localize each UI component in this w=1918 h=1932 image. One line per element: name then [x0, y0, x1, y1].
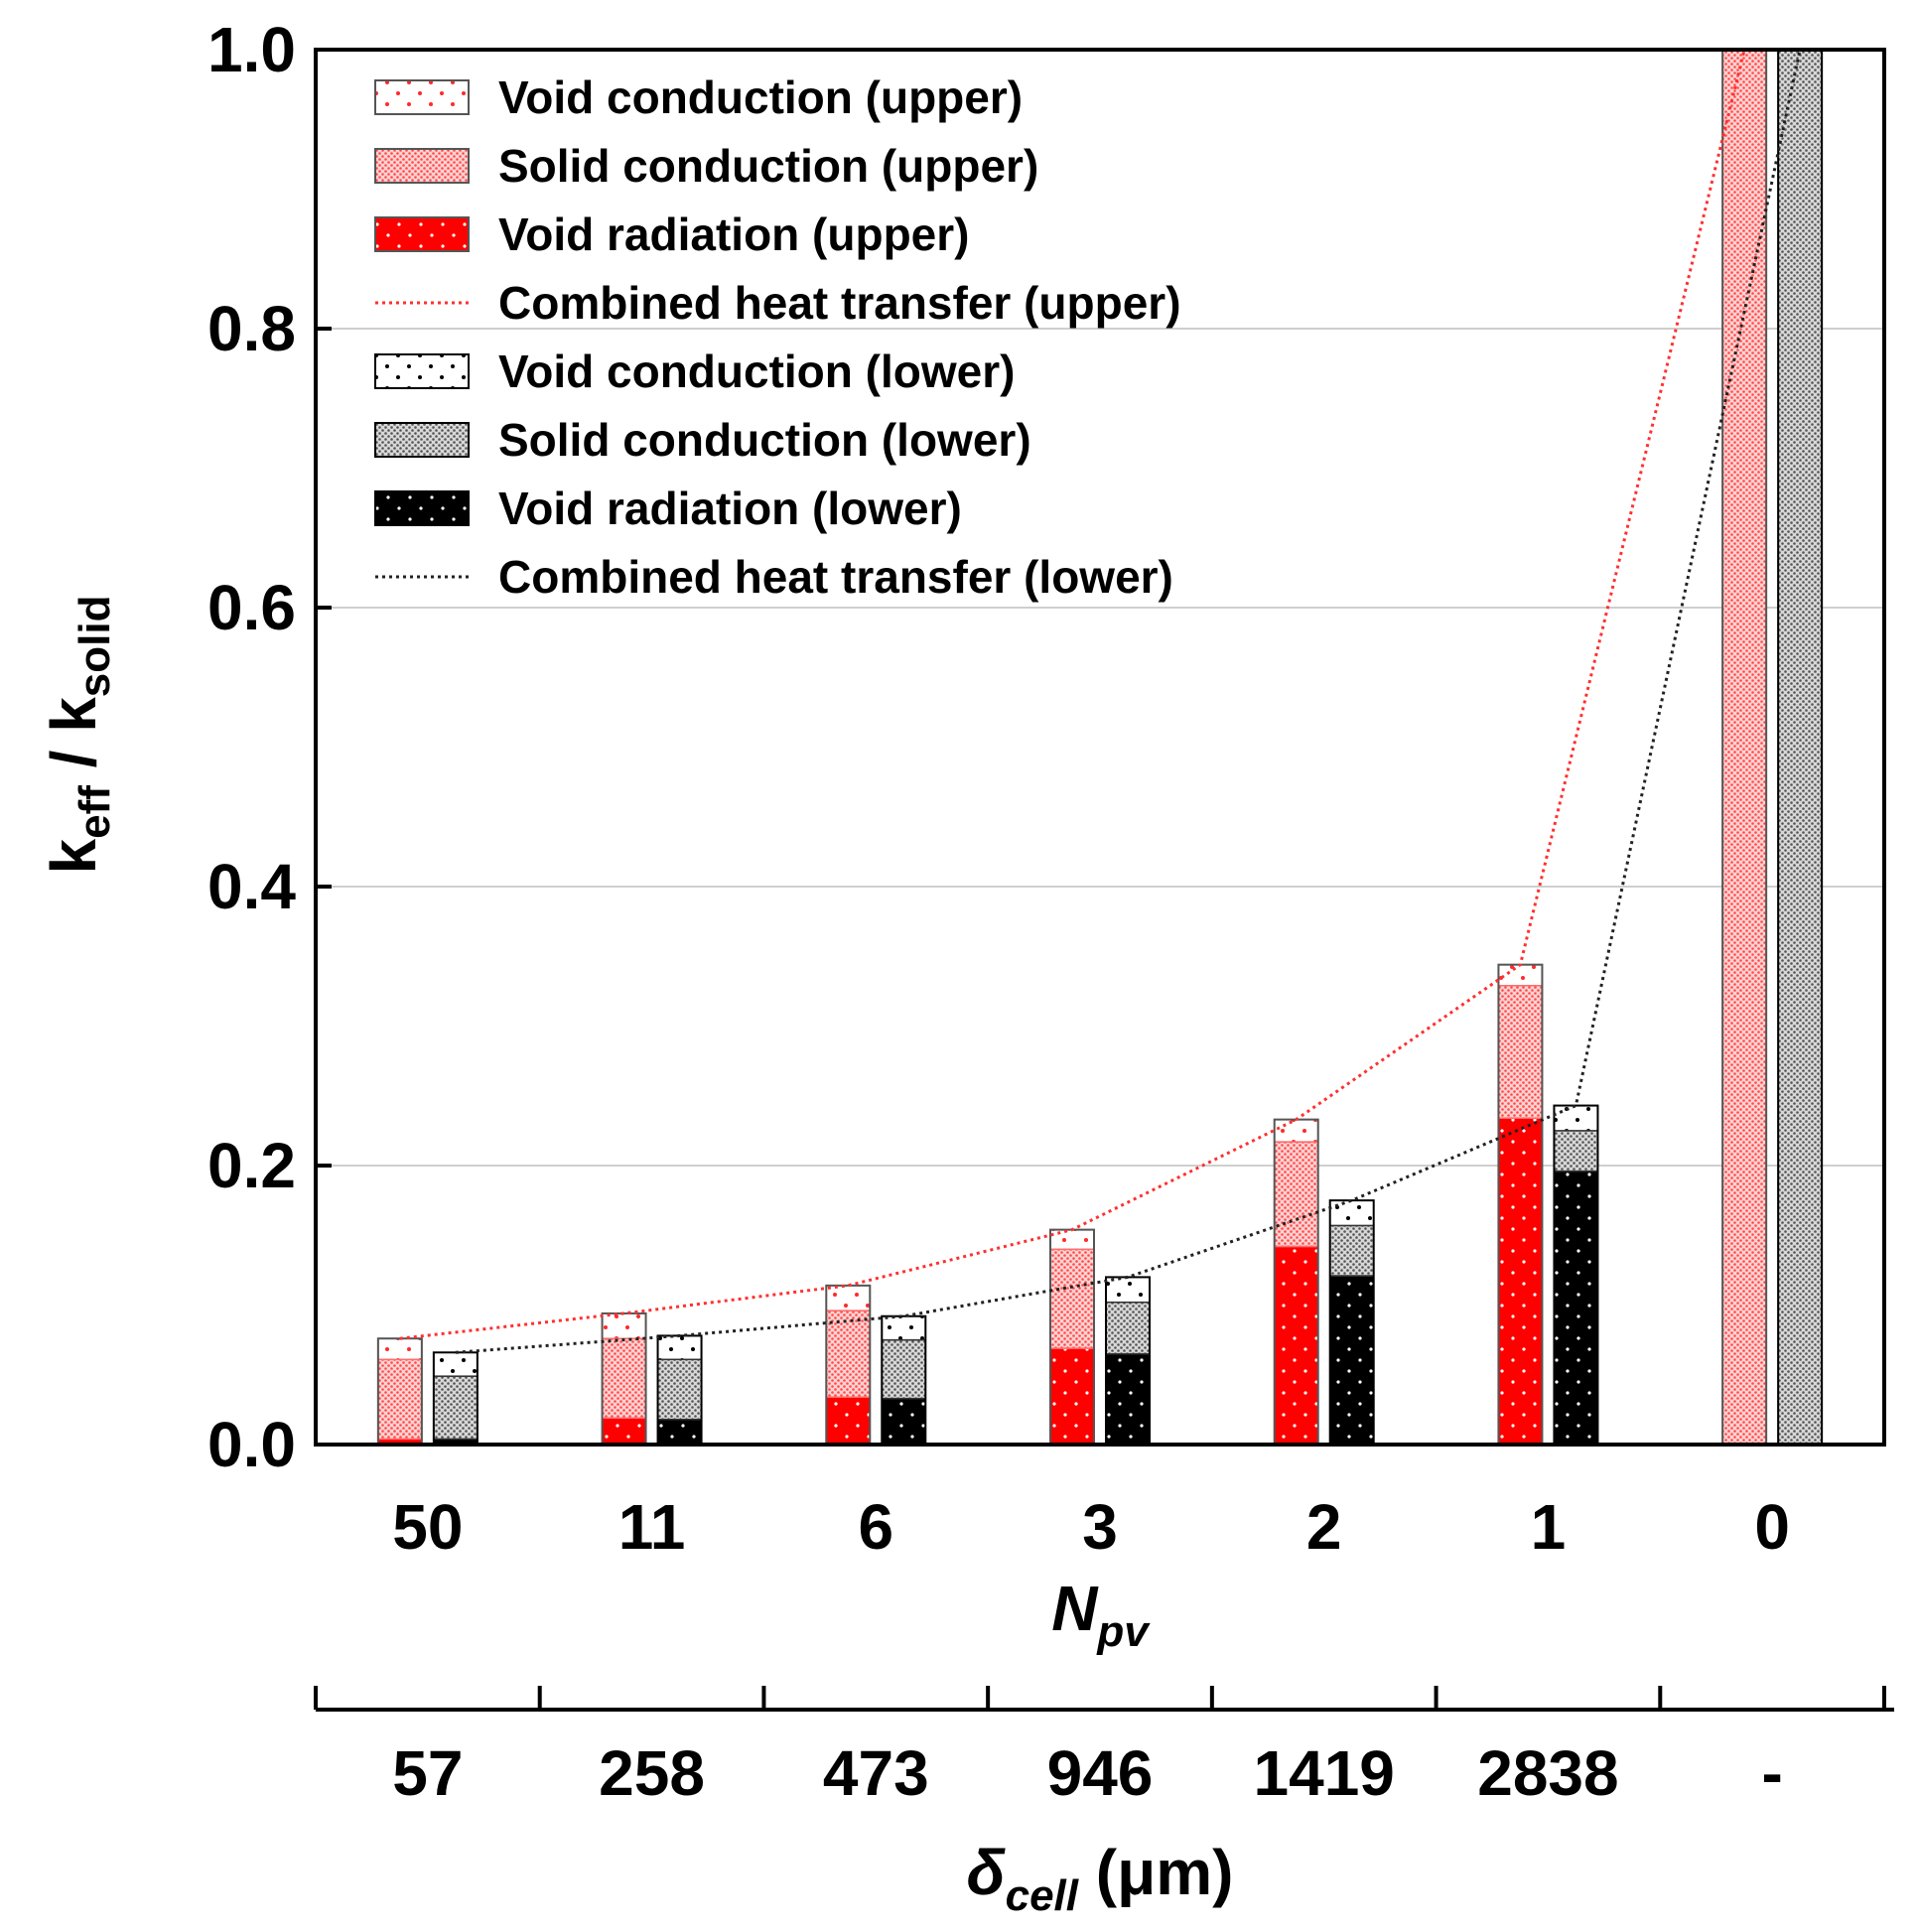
x-axis-title-sub: pv	[1096, 1607, 1151, 1656]
x-tick-label: 0	[1754, 1491, 1790, 1563]
bar-segment	[601, 1337, 647, 1420]
bar-segment	[656, 1358, 703, 1421]
bar-segment	[1049, 1248, 1095, 1349]
bar-segment	[1553, 1130, 1599, 1173]
combined-line-lower	[455, 49, 1802, 1354]
secondary-tick-label: 1419	[1254, 1737, 1395, 1809]
bar-segment	[1497, 1117, 1544, 1446]
y-axis: 0.0 0.2 0.4 0.6 0.8 1.0	[207, 14, 332, 1480]
y-tick-label: 0.6	[207, 572, 296, 643]
y-axis-title-sub1: eff	[70, 785, 119, 839]
x-axis: 50 11 6 3 2 1 0	[392, 1491, 1790, 1563]
legend-label: Void conduction (lower)	[498, 345, 1015, 397]
bar-segment	[881, 1397, 927, 1446]
secondary-x-axis: 57 258 473 946 1419 2838 -	[314, 1686, 1894, 1809]
secondary-tick-label: 2838	[1477, 1737, 1618, 1809]
bar-segment	[825, 1285, 872, 1311]
bar-segment	[1497, 963, 1544, 987]
x-axis-title-main: N	[1051, 1573, 1099, 1644]
bar-segment	[825, 1310, 872, 1398]
y-axis-title-main: k	[38, 839, 109, 875]
bar-segment	[601, 1417, 647, 1446]
bar-segment	[601, 1312, 647, 1339]
bar-segment	[1273, 1245, 1319, 1446]
legend-label: Void radiation (lower)	[498, 483, 962, 534]
bar-segment	[1777, 49, 1823, 1446]
bar-segment	[1328, 1224, 1375, 1277]
bar-segment	[1049, 1228, 1095, 1251]
legend-label: Void radiation (upper)	[498, 208, 969, 260]
legend: Void conduction (upper) Solid conduction …	[374, 71, 1181, 603]
y-tick-label: 0.4	[207, 851, 296, 922]
bar-segment	[1328, 1275, 1375, 1446]
secondary-x-axis-title: δcell (μm)	[967, 1837, 1234, 1920]
legend-label: Combined heat transfer (upper)	[498, 277, 1181, 329]
x-tick-label: 6	[858, 1491, 893, 1563]
bar-segment	[1273, 1141, 1319, 1248]
legend-swatch	[374, 422, 470, 458]
bar-segment	[1049, 1347, 1095, 1446]
bar-segment	[377, 1358, 423, 1441]
x-tick-label: 1	[1531, 1491, 1567, 1563]
combined-lines	[399, 49, 1802, 1354]
y-axis-title: keff / ksolid	[38, 596, 119, 875]
x-axis-title: Npv	[1051, 1573, 1151, 1656]
bar-segment	[656, 1418, 703, 1446]
bar-segment	[656, 1334, 703, 1361]
bar-segment	[377, 1337, 423, 1361]
secondary-tick-label: 57	[392, 1737, 463, 1809]
bar-segment	[881, 1338, 927, 1400]
secondary-x-axis-title-main: δ	[967, 1837, 1007, 1908]
plot-frame	[314, 48, 1886, 1447]
bar-segment	[1553, 1170, 1599, 1446]
secondary-x-axis-title-suffix: (μm)	[1078, 1837, 1233, 1908]
bar-segment	[1553, 1104, 1599, 1132]
bar-segment	[433, 1375, 479, 1441]
bar-segment	[1105, 1301, 1151, 1355]
secondary-tick-label: -	[1761, 1737, 1782, 1809]
secondary-x-axis-title-sub: cell	[1006, 1871, 1079, 1920]
y-tick-label: 0.8	[207, 293, 296, 364]
y-axis-title-mid: / k	[38, 697, 109, 785]
bar-segment	[1273, 1118, 1319, 1143]
legend-label: Combined heat transfer (lower)	[498, 551, 1173, 603]
bar-segment	[1497, 985, 1544, 1119]
bar-segment	[433, 1351, 479, 1377]
bar-segment	[881, 1314, 927, 1341]
secondary-tick-label: 473	[823, 1737, 929, 1809]
gridlines	[316, 328, 1884, 1167]
legend-swatch	[374, 490, 470, 526]
y-tick-label: 0.2	[207, 1130, 296, 1201]
bar-segment	[1105, 1352, 1151, 1446]
secondary-tick-label: 946	[1047, 1737, 1154, 1809]
legend-swatch	[374, 216, 470, 252]
legend-label: Solid conduction (lower)	[498, 414, 1031, 466]
combined-line-upper	[399, 49, 1746, 1340]
secondary-tick-label: 258	[599, 1737, 705, 1809]
x-tick-label: 50	[392, 1491, 463, 1563]
legend-swatch	[374, 353, 470, 389]
legend-swatch	[374, 79, 470, 115]
bar-segment	[1721, 49, 1767, 1446]
legend-label: Void conduction (upper)	[498, 71, 1023, 123]
y-tick-label: 0.0	[207, 1409, 296, 1480]
x-tick-label: 3	[1082, 1491, 1118, 1563]
legend-swatch	[374, 148, 470, 184]
legend-label: Solid conduction (upper)	[498, 140, 1038, 192]
x-tick-label: 11	[618, 1491, 686, 1563]
y-axis-title-sub2: solid	[70, 596, 119, 698]
y-tick-label: 1.0	[207, 14, 296, 85]
bar-segment	[825, 1396, 872, 1446]
x-tick-label: 2	[1306, 1491, 1342, 1563]
